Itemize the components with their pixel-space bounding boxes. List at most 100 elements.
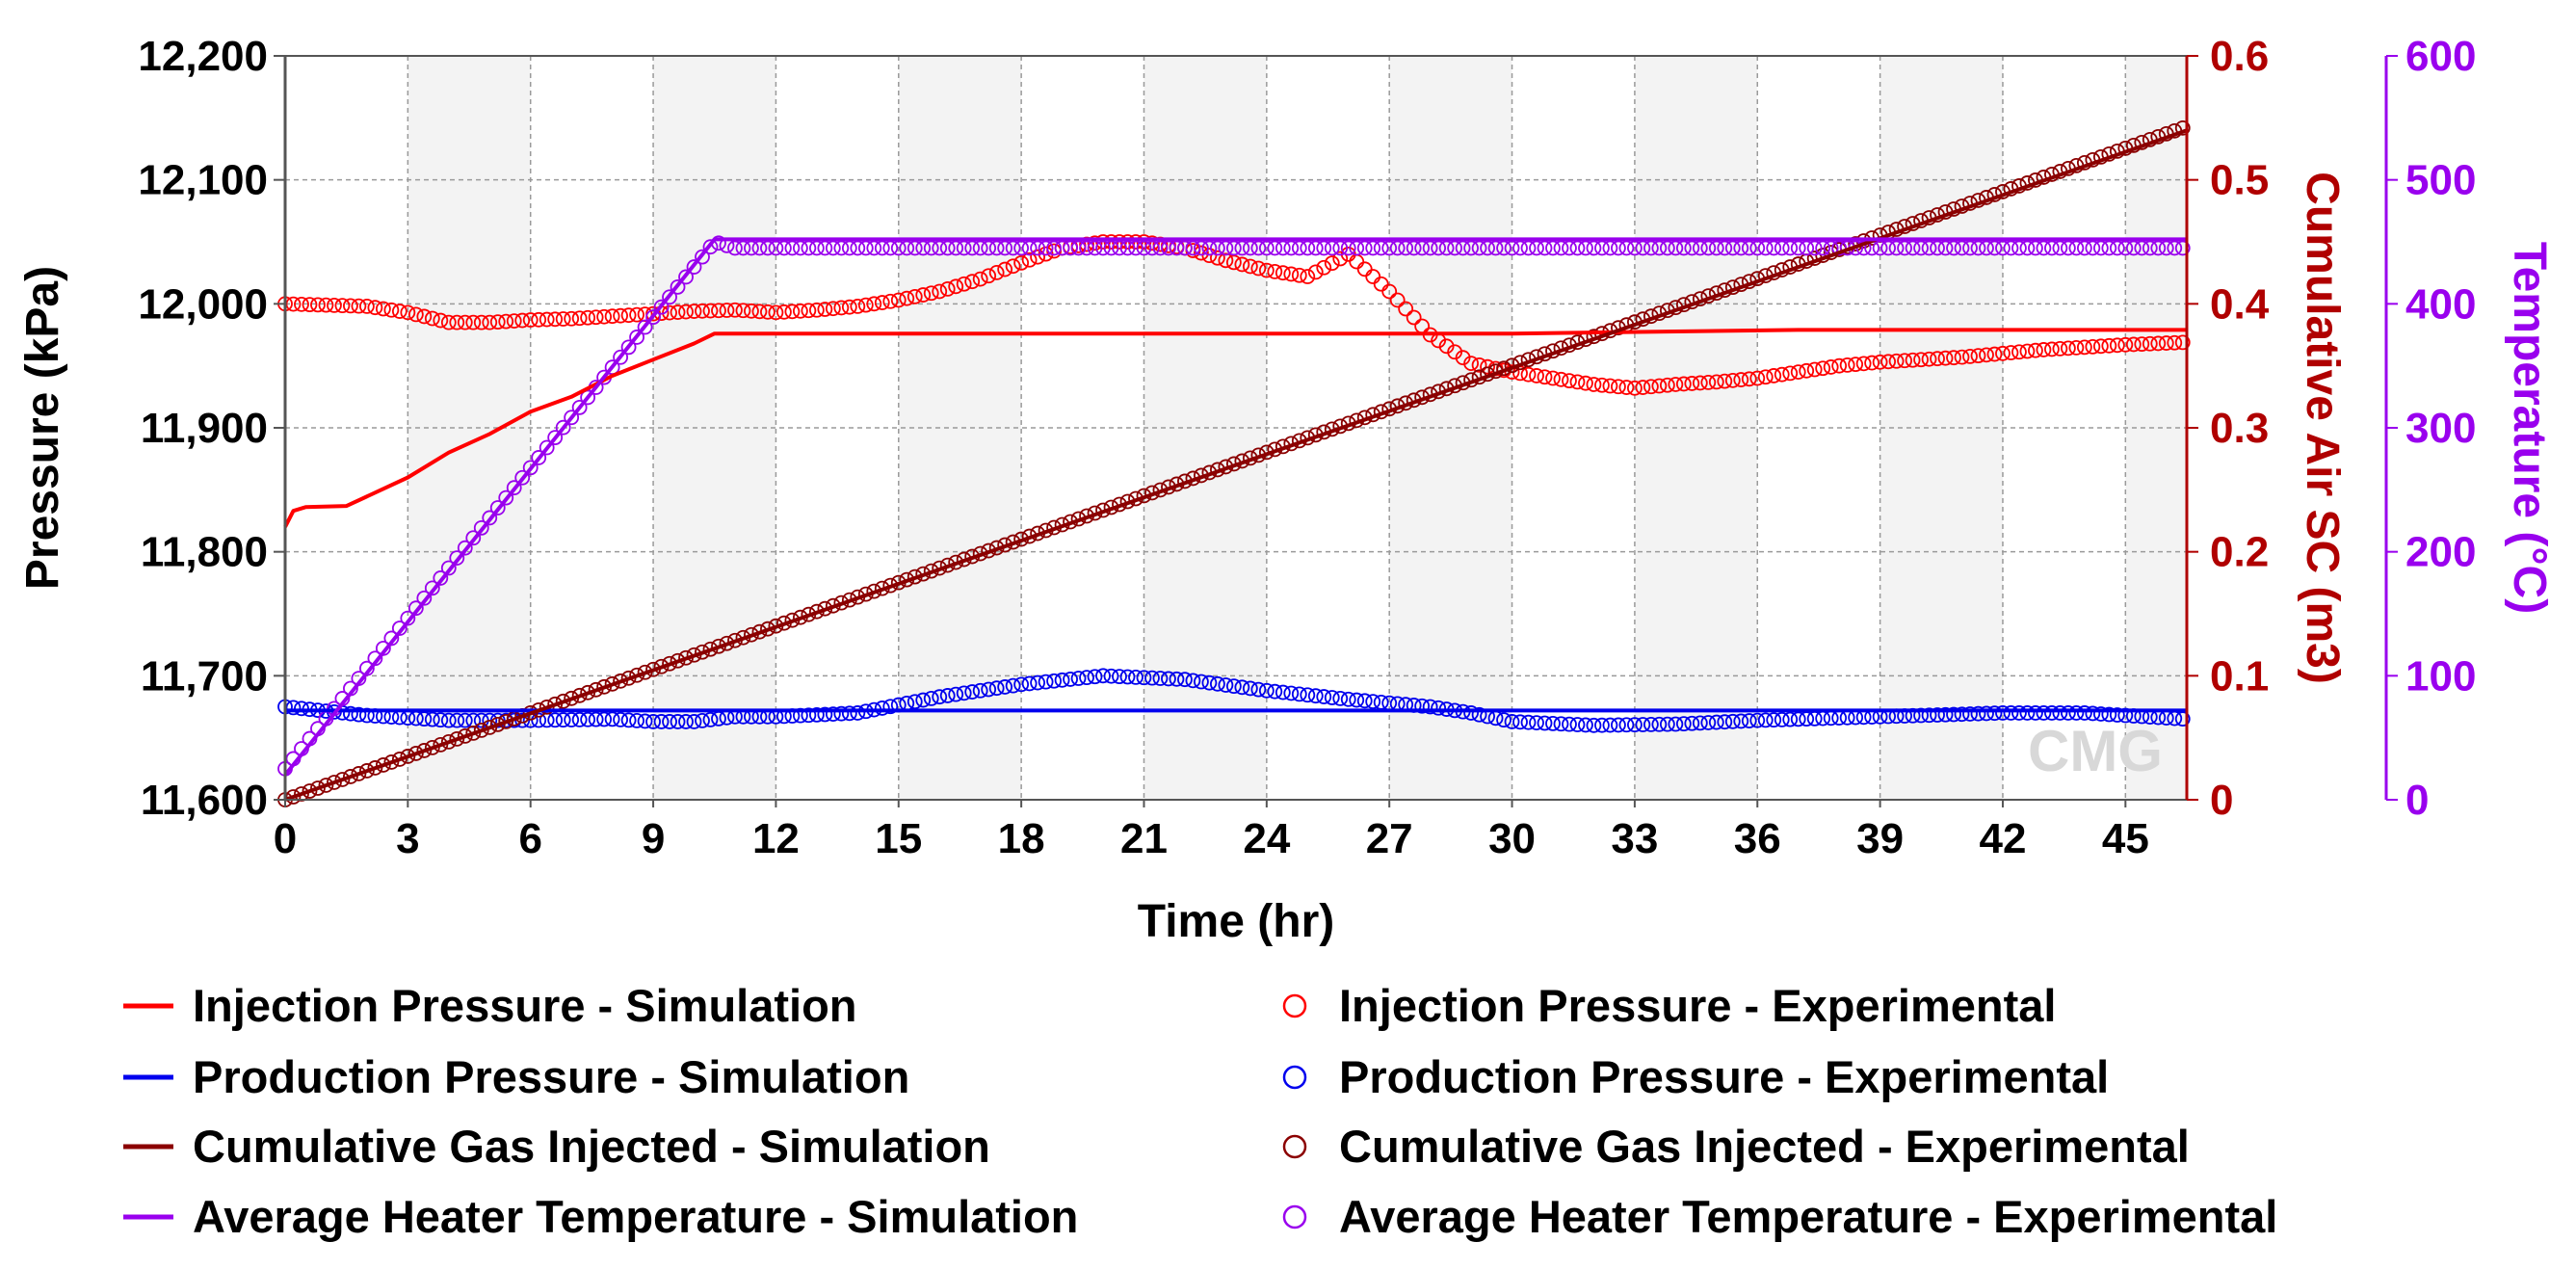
legend-label: Production Pressure - Experimental bbox=[1339, 1051, 2109, 1102]
data-point bbox=[850, 299, 866, 314]
temperature-axis-title: Temperature (°C) bbox=[2504, 242, 2555, 614]
data-point bbox=[1806, 361, 1823, 378]
data-point bbox=[1537, 369, 1553, 385]
data-point bbox=[874, 701, 890, 716]
data-point bbox=[482, 510, 498, 526]
data-point bbox=[890, 240, 907, 256]
data-point bbox=[383, 754, 400, 770]
data-point bbox=[1733, 713, 1749, 729]
data-point bbox=[1185, 673, 1201, 689]
data-point bbox=[343, 769, 358, 784]
data-point bbox=[2092, 706, 2109, 722]
data-point bbox=[2019, 240, 2036, 256]
data-point bbox=[351, 766, 367, 781]
data-point bbox=[596, 711, 613, 727]
data-point bbox=[620, 307, 637, 324]
data-point bbox=[1005, 258, 1021, 275]
data-point bbox=[1038, 240, 1054, 256]
data-point bbox=[1586, 240, 1602, 256]
x-tick-label: 9 bbox=[642, 815, 665, 862]
data-point bbox=[1553, 371, 1569, 387]
data-point bbox=[465, 314, 482, 330]
data-point bbox=[678, 269, 694, 285]
data-point bbox=[407, 600, 424, 617]
legend-swatch-marker bbox=[1282, 993, 1307, 1018]
data-point bbox=[1275, 684, 1291, 701]
data-point bbox=[2101, 337, 2117, 354]
data-point bbox=[1529, 240, 1544, 256]
data-point bbox=[531, 450, 547, 465]
data-point bbox=[1103, 240, 1119, 256]
data-point bbox=[2150, 335, 2167, 352]
data-point bbox=[424, 310, 440, 327]
data-point bbox=[1611, 240, 1626, 256]
data-point bbox=[1651, 240, 1668, 256]
data-point bbox=[1480, 358, 1495, 375]
data-point bbox=[400, 304, 416, 321]
data-point bbox=[1242, 680, 1258, 697]
data-point bbox=[1930, 351, 1945, 367]
data-point bbox=[1782, 365, 1799, 382]
data-point bbox=[1815, 360, 1831, 377]
data-point bbox=[932, 240, 948, 256]
data-point bbox=[1225, 240, 1242, 256]
data-point bbox=[1242, 258, 1258, 275]
data-point bbox=[1070, 671, 1087, 686]
data-point bbox=[1103, 668, 1119, 684]
data-point bbox=[1635, 240, 1651, 256]
data-point bbox=[1839, 357, 1855, 373]
data-point bbox=[899, 240, 915, 256]
data-point bbox=[416, 308, 433, 325]
data-point bbox=[1381, 240, 1398, 256]
data-point bbox=[1930, 240, 1945, 256]
data-point bbox=[932, 689, 948, 705]
data-point bbox=[1913, 352, 1929, 368]
data-point bbox=[506, 313, 522, 329]
data-point bbox=[784, 304, 801, 320]
x-axis-title: Time (hr) bbox=[1138, 896, 1334, 947]
data-point bbox=[310, 780, 326, 796]
data-point bbox=[662, 714, 677, 729]
data-point bbox=[449, 712, 465, 728]
data-point bbox=[1668, 377, 1684, 392]
data-point bbox=[735, 303, 751, 319]
series-average-heater-temperature-experimental bbox=[277, 235, 2191, 777]
data-point bbox=[1021, 251, 1038, 268]
x-tick-label: 39 bbox=[1856, 815, 1904, 862]
data-point bbox=[629, 306, 644, 323]
data-point bbox=[719, 303, 735, 318]
y-tick-label: 0.4 bbox=[2210, 280, 2270, 328]
data-point bbox=[1234, 679, 1250, 696]
data-point bbox=[433, 570, 449, 586]
data-point bbox=[1250, 240, 1267, 256]
data-point bbox=[1177, 240, 1193, 256]
data-point bbox=[702, 303, 719, 319]
data-point bbox=[939, 280, 956, 297]
data-point bbox=[939, 240, 956, 256]
data-point bbox=[1291, 267, 1307, 283]
data-point bbox=[1724, 372, 1741, 388]
data-point bbox=[2060, 240, 2076, 256]
data-point bbox=[857, 240, 874, 256]
data-point bbox=[1897, 240, 1912, 256]
data-point bbox=[923, 240, 939, 256]
x-tick-label: 45 bbox=[2102, 815, 2149, 862]
x-tick-label: 15 bbox=[875, 815, 922, 862]
data-point bbox=[817, 240, 833, 256]
data-point bbox=[1749, 370, 1766, 386]
data-point bbox=[1095, 668, 1111, 684]
data-point bbox=[2167, 240, 2183, 256]
data-point bbox=[2125, 240, 2142, 256]
data-point bbox=[1365, 240, 1381, 256]
data-point bbox=[424, 711, 440, 727]
data-point bbox=[359, 763, 375, 779]
data-point bbox=[416, 743, 433, 758]
data-point bbox=[440, 314, 457, 330]
x-tick-label: 3 bbox=[396, 815, 419, 862]
data-point bbox=[416, 590, 433, 606]
data-point bbox=[2174, 240, 2191, 256]
data-point bbox=[302, 297, 318, 313]
data-point bbox=[1913, 240, 1929, 256]
data-point bbox=[2158, 335, 2174, 351]
y-tick-label: 100 bbox=[2405, 652, 2476, 700]
